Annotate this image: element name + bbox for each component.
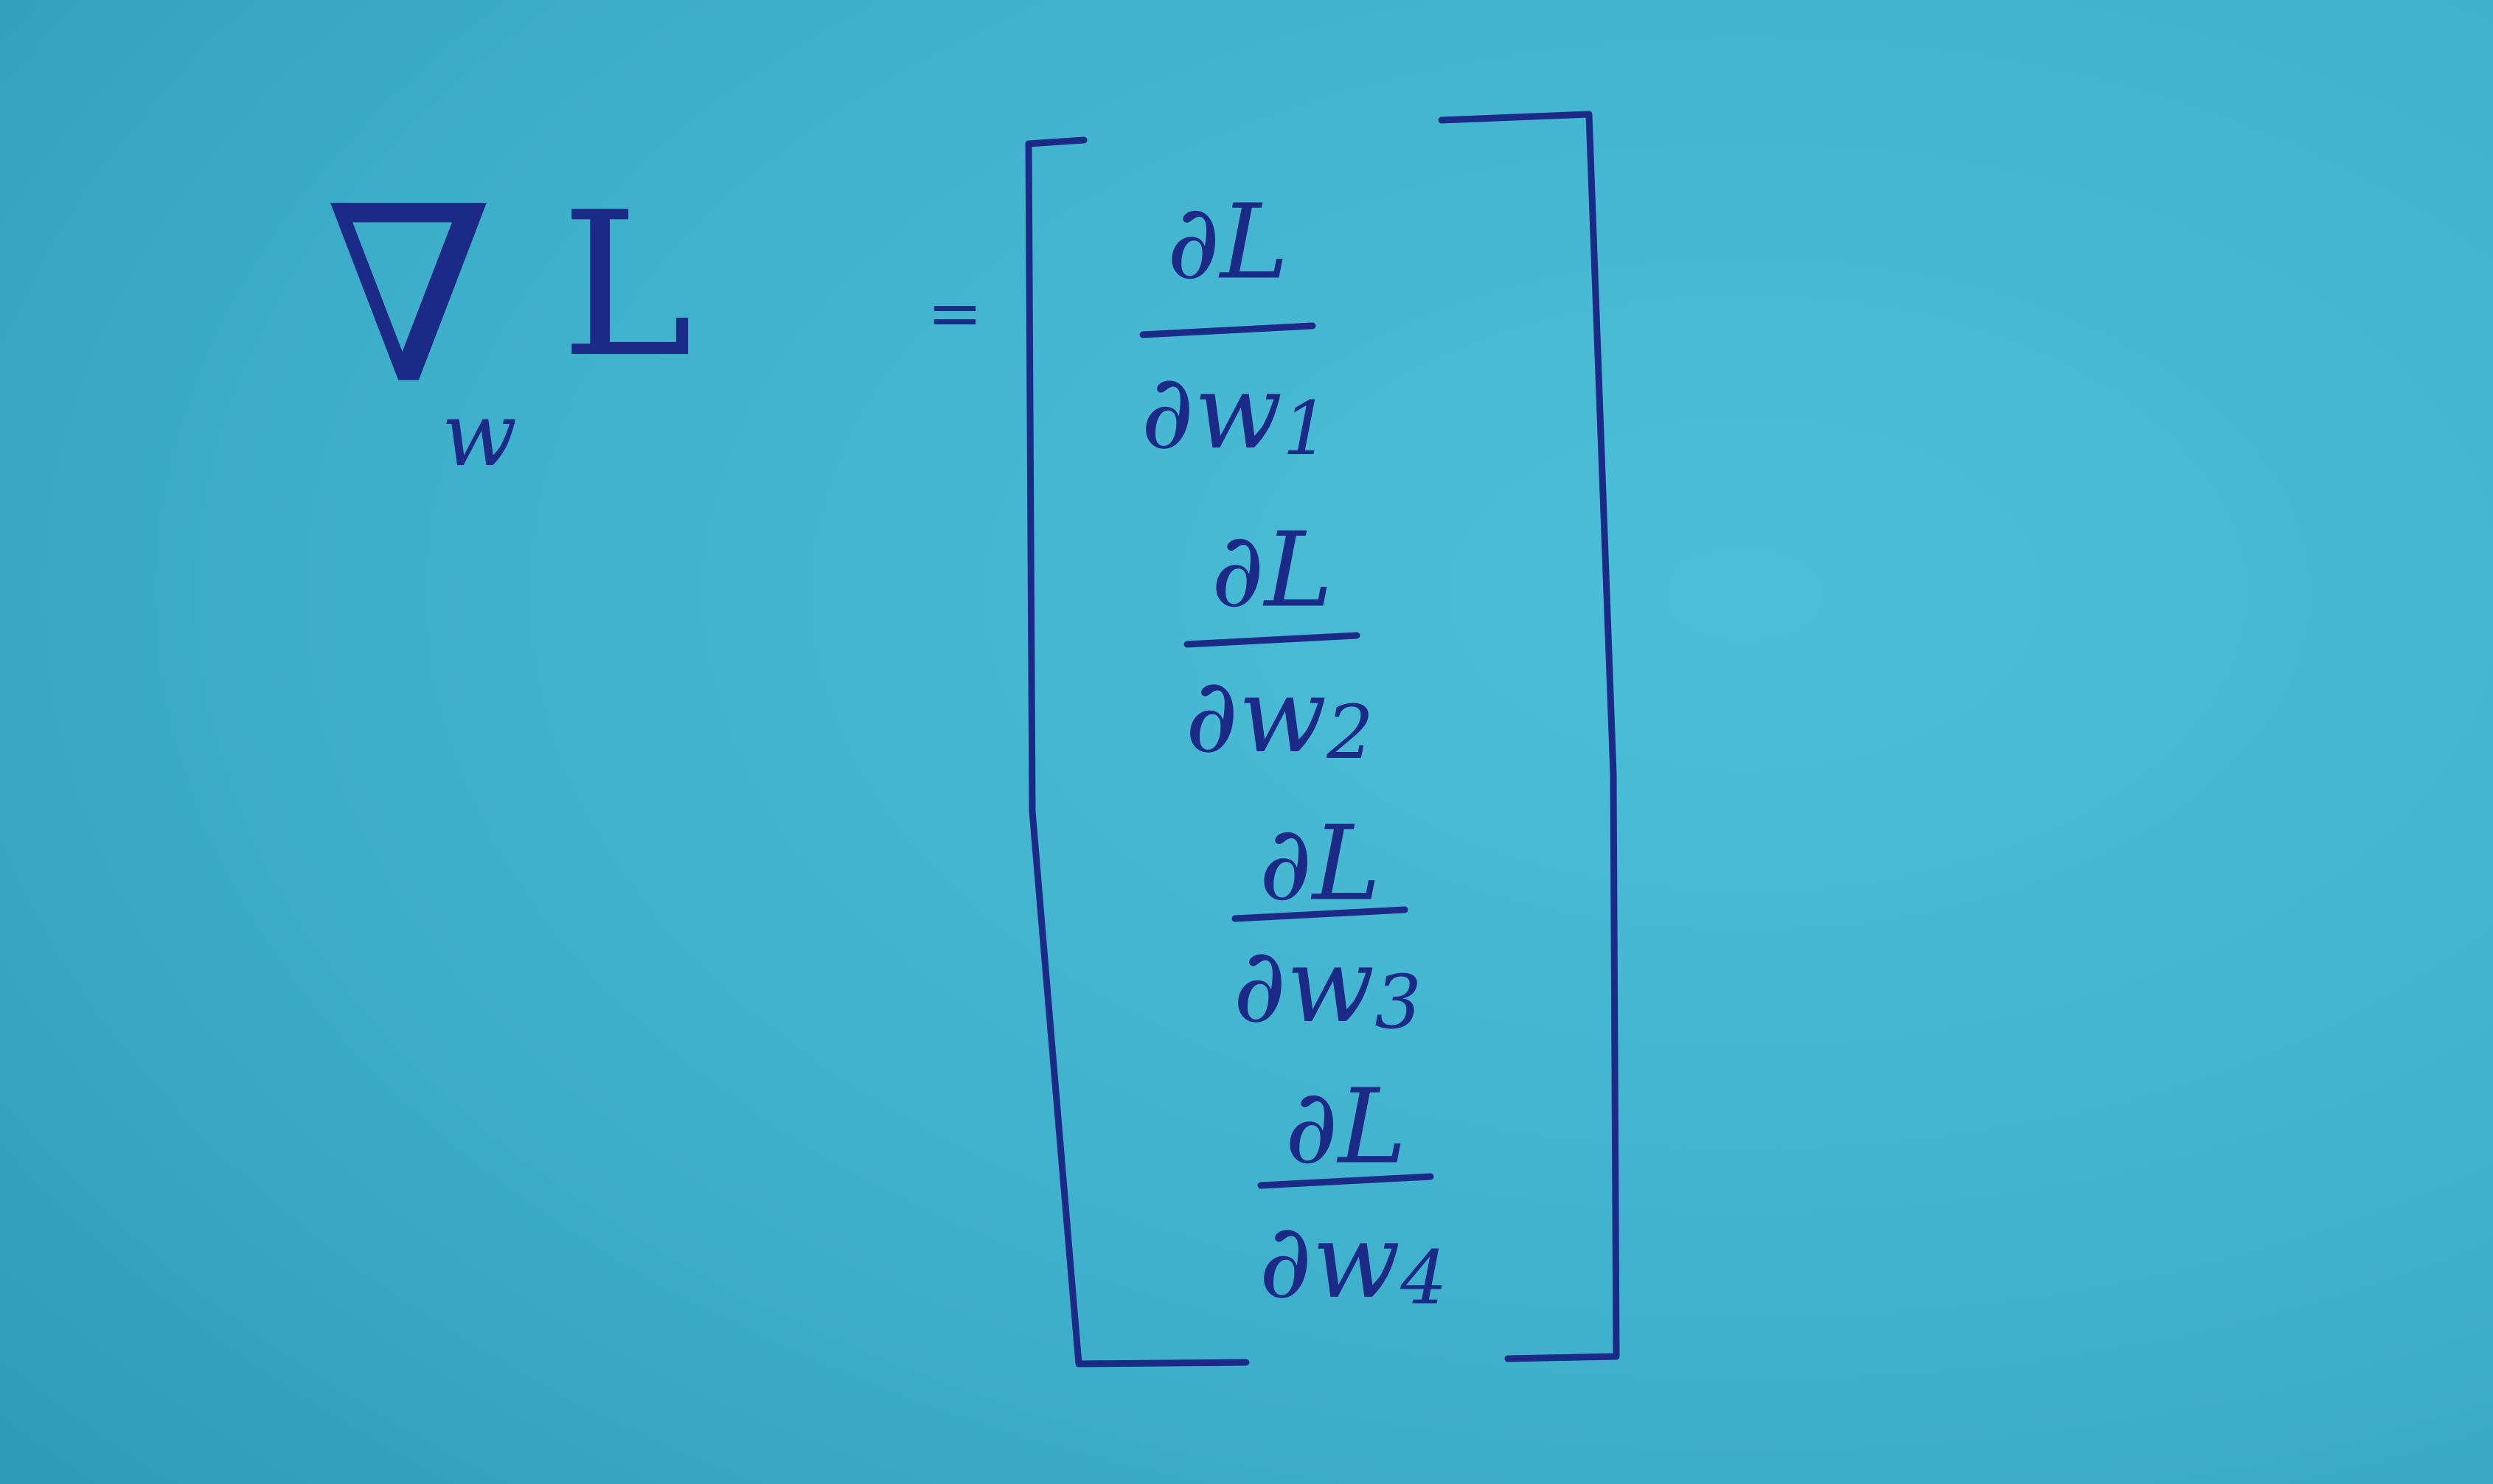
left-bracket <box>1025 136 1250 1368</box>
denominator-symbol: ∂w <box>1141 352 1282 473</box>
denominator-symbol: ∂w <box>1185 656 1327 776</box>
nabla-subscript: w <box>442 384 518 487</box>
matrix-entries: ∂L∂w1∂L∂w2∂L∂w3∂L∂w4 <box>1139 183 1447 1322</box>
denominator-symbol: ∂w <box>1259 1202 1400 1322</box>
fraction-bar <box>1139 322 1316 338</box>
denominator: ∂w2 <box>1185 656 1374 776</box>
denominator: ∂w3 <box>1233 926 1422 1046</box>
equals-sign: = <box>927 274 982 352</box>
fraction: ∂L ∂w4 <box>1257 1067 1447 1322</box>
numerator: ∂L <box>1211 511 1332 631</box>
fraction: ∂L ∂w2 <box>1183 511 1374 776</box>
denominator: ∂w4 <box>1259 1202 1447 1322</box>
loss-symbol: L <box>560 169 692 401</box>
denominator-index: 1 <box>1282 386 1329 472</box>
denominator-index: 2 <box>1326 689 1374 776</box>
right-bracket <box>1438 111 1620 1362</box>
numerator: ∂L <box>1284 1067 1406 1188</box>
numerator: ∂L <box>1166 183 1288 303</box>
fraction-bar <box>1183 632 1360 648</box>
denominator: ∂w1 <box>1141 352 1329 473</box>
denominator-index: 4 <box>1400 1235 1447 1321</box>
fraction-bar <box>1257 1173 1434 1189</box>
denominator-symbol: ∂w <box>1233 926 1374 1046</box>
numerator: ∂L <box>1259 804 1380 924</box>
fraction-bar <box>1231 906 1408 922</box>
denominator-index: 3 <box>1374 959 1422 1045</box>
fraction: ∂L ∂w1 <box>1139 183 1329 473</box>
fraction: ∂L∂w3 <box>1231 804 1422 1046</box>
nabla: ∇ <box>324 155 494 438</box>
